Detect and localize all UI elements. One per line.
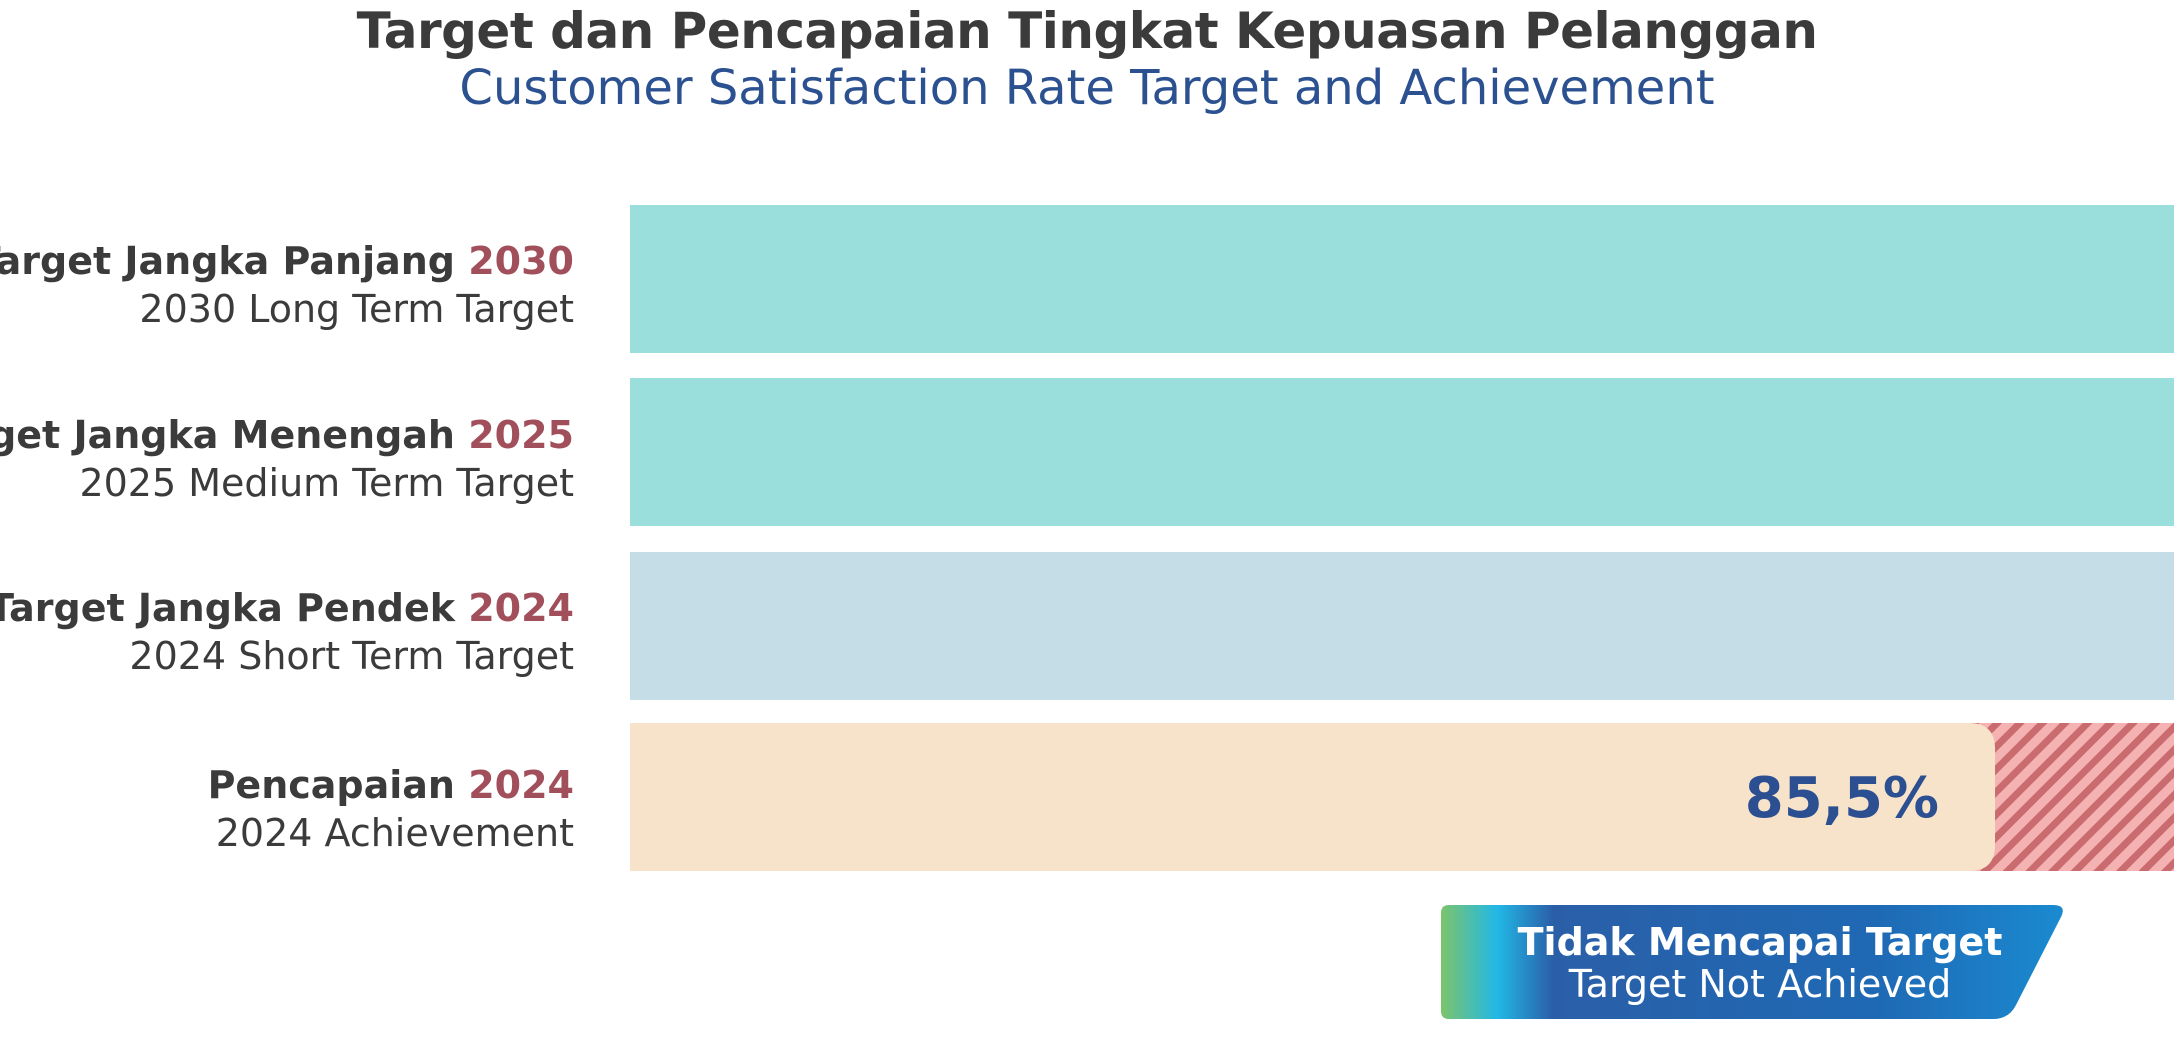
chart-subtitle: Customer Satisfaction Rate Target and Ac… [459, 60, 1715, 116]
label-sub-text: 2030 Long Term Target [139, 287, 574, 331]
callout-main-text: Tidak Mencapai Target [1517, 920, 2003, 964]
chart-title: Target dan Pencapaian Tingkat Kepuasan P… [356, 2, 1818, 60]
callout-badge [1441, 905, 2063, 1019]
bar-achievement [630, 723, 1996, 871]
label-year: 2024 [468, 586, 574, 630]
callout-sub-text: Target Not Achieved [1568, 962, 1952, 1006]
label-year: 2030 [468, 239, 574, 283]
label-year: 2024 [468, 763, 574, 807]
bar-value-label: 85,5% [1745, 766, 1939, 831]
label-main-text: Target Jangka Panjang [0, 239, 455, 283]
bar-short-term [630, 552, 2174, 700]
label-main-text: Target Jangka Menengah [0, 413, 455, 457]
row-label-achievement: Pencapaian 2024 2024 Achievement [208, 761, 574, 857]
bar-medium-term [630, 378, 2174, 526]
row-label-long-term: Target Jangka Panjang 2030 2030 Long Ter… [0, 237, 574, 333]
gap-hatch-bar [1969, 723, 2174, 871]
row-label-short-term: Target Jangka Pendek 2024 2024 Short Ter… [0, 584, 574, 680]
label-sub-text: 2024 Achievement [215, 811, 574, 855]
row-label-medium-term: Target Jangka Menengah 2025 2025 Medium … [0, 411, 574, 507]
label-main-text: Pencapaian [207, 763, 455, 807]
label-sub-text: 2025 Medium Term Target [79, 461, 574, 505]
label-year: 2025 [468, 413, 574, 457]
bar-long-term [630, 205, 2174, 353]
label-main-text: Target Jangka Pendek [0, 586, 455, 630]
label-sub-text: 2024 Short Term Target [129, 634, 574, 678]
